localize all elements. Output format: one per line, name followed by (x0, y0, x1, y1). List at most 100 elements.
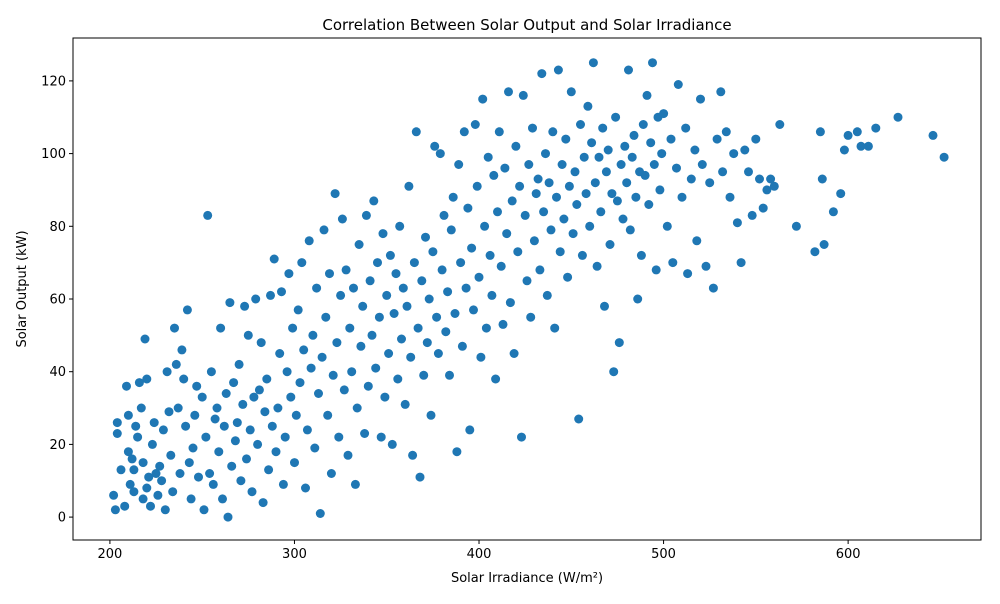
data-point (164, 407, 174, 417)
data-point (657, 149, 667, 159)
data-point (744, 167, 753, 177)
data-point (223, 512, 233, 522)
data-point (323, 410, 333, 420)
data-point (627, 152, 637, 162)
y-tick-label: 20 (49, 438, 66, 453)
data-point (380, 392, 390, 402)
data-point (478, 94, 488, 104)
data-point (151, 469, 161, 478)
data-point (815, 127, 825, 137)
data-point (718, 167, 728, 177)
data-point (120, 501, 130, 511)
data-point (548, 127, 558, 137)
data-point (852, 127, 862, 137)
data-point (227, 461, 237, 471)
data-point (278, 479, 288, 489)
data-point (819, 240, 829, 249)
data-point (437, 265, 447, 275)
data-point (230, 436, 240, 446)
data-point (280, 432, 290, 442)
data-point (500, 163, 510, 173)
data-point (129, 487, 139, 497)
data-point (422, 338, 432, 348)
data-point (129, 465, 139, 475)
data-point (504, 87, 513, 97)
data-point (144, 472, 154, 482)
data-point (588, 58, 598, 68)
data-point (590, 178, 600, 188)
data-point (201, 432, 211, 442)
data-point (406, 352, 416, 362)
data-point (301, 483, 310, 493)
data-point (428, 247, 438, 257)
data-point (596, 207, 606, 217)
data-point (350, 479, 360, 489)
data-point (170, 323, 179, 333)
data-point (140, 334, 150, 344)
data-point (559, 214, 569, 224)
data-point (256, 338, 266, 348)
data-point (112, 418, 122, 428)
data-point (542, 290, 552, 300)
data-point (505, 298, 515, 308)
data-point (470, 120, 480, 129)
data-point (572, 200, 582, 209)
data-point (297, 258, 307, 268)
data-point (361, 210, 371, 220)
data-point (893, 112, 903, 122)
data-point (253, 439, 263, 449)
data-point (616, 160, 626, 169)
data-point (208, 479, 218, 489)
data-point (387, 439, 397, 449)
data-point (541, 149, 550, 159)
data-point (194, 472, 203, 482)
data-point (550, 323, 560, 333)
data-point (633, 294, 643, 304)
data-point (312, 283, 322, 293)
data-point (173, 403, 183, 413)
x-tick-label: 500 (651, 547, 676, 562)
data-point (531, 189, 541, 199)
data-point (659, 109, 669, 119)
data-point (579, 152, 589, 162)
data-point (467, 243, 477, 253)
data-point (433, 349, 443, 358)
data-point (489, 170, 499, 180)
data-point (221, 389, 231, 398)
data-point (526, 312, 536, 322)
x-tick-label: 200 (97, 547, 122, 562)
data-point (629, 130, 639, 140)
data-point (395, 221, 405, 231)
data-point (326, 469, 336, 478)
data-point (485, 250, 495, 260)
data-point (839, 145, 849, 155)
data-point (424, 294, 434, 304)
data-point (481, 323, 491, 333)
data-point (363, 381, 373, 391)
data-point (369, 196, 379, 206)
data-point (376, 432, 386, 442)
data-point (286, 392, 296, 402)
data-point (249, 392, 259, 402)
data-point (186, 494, 196, 504)
data-point (155, 461, 165, 471)
y-tick-label: 60 (49, 292, 66, 307)
data-point (856, 141, 866, 151)
data-point (836, 189, 846, 199)
data-point (762, 185, 772, 195)
data-point (716, 87, 726, 97)
data-point (404, 181, 414, 191)
data-point (273, 403, 283, 413)
data-point (483, 152, 493, 162)
data-point (751, 134, 761, 144)
data-point (229, 378, 239, 388)
data-point (188, 443, 198, 453)
data-point (234, 359, 244, 369)
data-point (110, 505, 120, 515)
data-point (454, 160, 464, 169)
data-point (592, 261, 602, 271)
data-point (564, 181, 574, 191)
data-point (365, 276, 375, 286)
data-point (168, 487, 178, 497)
data-point (393, 374, 403, 384)
